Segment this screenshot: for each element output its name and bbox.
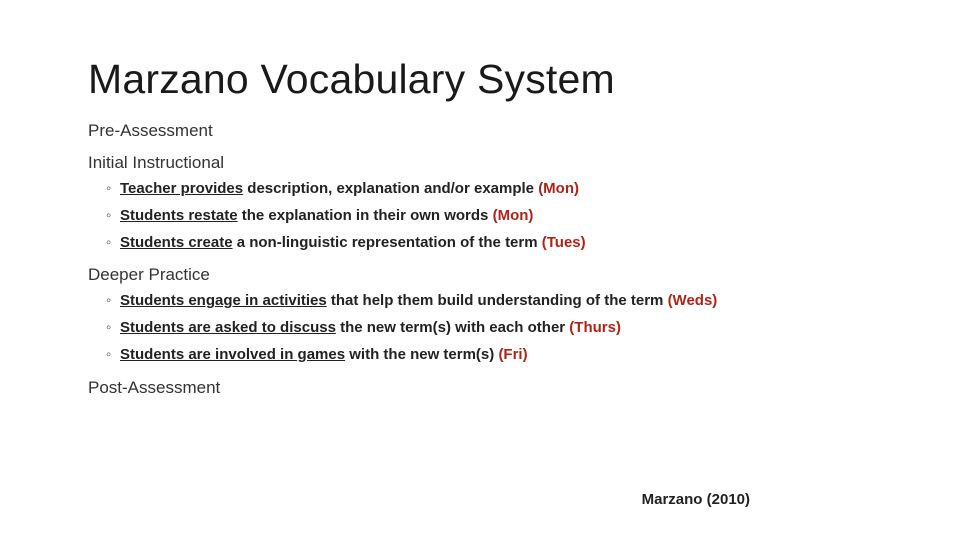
bullet-marker-icon: ◦ — [106, 317, 120, 339]
list-item: ◦Teacher provides description, explanati… — [106, 178, 880, 200]
list-item: ◦Students restate the explanation in the… — [106, 205, 880, 227]
list-item: ◦Students are asked to discuss the new t… — [106, 317, 880, 339]
bullet-text: the explanation in their own words — [238, 207, 493, 224]
bullet-day: (Fri) — [498, 346, 527, 363]
initial-bullets: ◦Teacher provides description, explanati… — [88, 178, 880, 253]
bullet-underline: Students are involved in games — [120, 346, 345, 363]
bullet-underline: Teacher provides — [120, 180, 243, 197]
list-item: ◦Students engage in activities that help… — [106, 290, 880, 312]
list-item: ◦Students create a non-linguistic repres… — [106, 232, 880, 254]
slide-title: Marzano Vocabulary System — [88, 56, 880, 103]
bullet-marker-icon: ◦ — [106, 232, 120, 254]
bullet-underline: Students are asked to discuss — [120, 319, 336, 336]
bullet-underline: Students engage in activities — [120, 292, 327, 309]
bullet-underline: Students restate — [120, 207, 238, 224]
deeper-bullets: ◦Students engage in activities that help… — [88, 290, 880, 365]
section-initial-instructional: Initial Instructional — [88, 153, 880, 173]
bullet-marker-icon: ◦ — [106, 344, 120, 366]
bullet-day: (Weds) — [668, 292, 718, 309]
bullet-text: that help them build understanding of th… — [327, 292, 668, 309]
bullet-underline: Students create — [120, 234, 233, 251]
bullet-day: (Tues) — [542, 234, 586, 251]
bullet-marker-icon: ◦ — [106, 290, 120, 312]
section-pre-assessment: Pre-Assessment — [88, 121, 880, 141]
bullet-day: (Thurs) — [569, 319, 621, 336]
bullet-marker-icon: ◦ — [106, 178, 120, 200]
bullet-marker-icon: ◦ — [106, 205, 120, 227]
bullet-text: description, explanation and/or example — [243, 180, 538, 197]
slide: Marzano Vocabulary System Pre-Assessment… — [0, 0, 960, 540]
bullet-text: a non-linguistic representation of the t… — [233, 234, 542, 251]
section-deeper-practice: Deeper Practice — [88, 265, 880, 285]
bullet-text: the new term(s) with each other — [336, 319, 569, 336]
bullet-day: (Mon) — [538, 180, 579, 197]
section-post-assessment: Post-Assessment — [88, 378, 880, 398]
citation: Marzano (2010) — [642, 491, 750, 508]
bullet-day: (Mon) — [493, 207, 534, 224]
list-item: ◦Students are involved in games with the… — [106, 344, 880, 366]
bullet-text: with the new term(s) — [345, 346, 498, 363]
